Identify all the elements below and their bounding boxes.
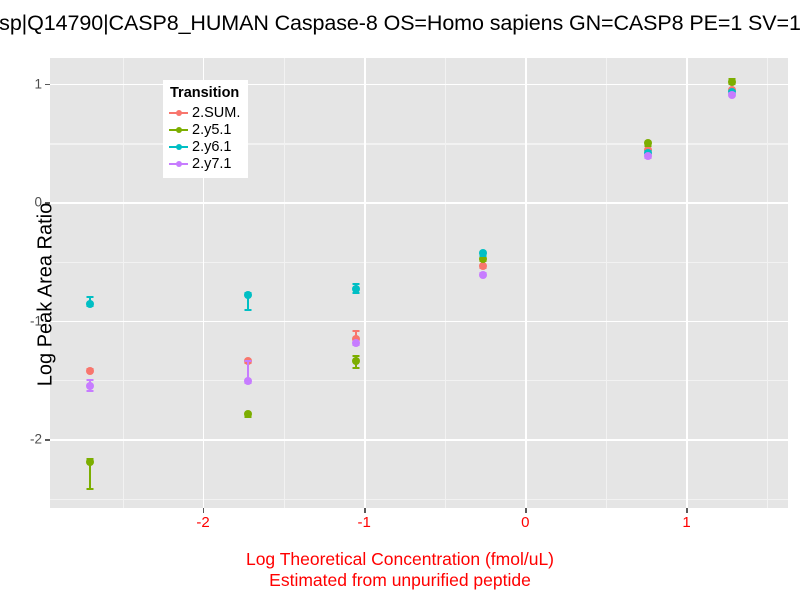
y-tick-label: -1 [29, 313, 42, 329]
gridline-major-horizontal [50, 202, 788, 204]
error-bar-cap-bottom [86, 389, 94, 392]
x-axis-title-line2: Estimated from unpurified peptide [269, 570, 531, 590]
x-tick-label: -1 [357, 514, 371, 531]
x-tick-mark [203, 508, 205, 513]
data-point [244, 377, 253, 386]
gridline-minor-horizontal [50, 380, 788, 382]
y-tick-label: 1 [34, 76, 42, 92]
legend-key-dot [176, 143, 182, 150]
data-point [86, 382, 95, 391]
gridline-major-vertical [525, 58, 527, 508]
error-bar [247, 292, 250, 312]
legend-key-dot [176, 109, 182, 116]
legend-item-label: 2.SUM. [192, 104, 241, 121]
gridline-minor-horizontal [50, 143, 788, 145]
legend-item-2-y5-1[interactable]: 2.y5.1 [169, 121, 240, 138]
gridline-major-vertical [364, 58, 366, 508]
data-point [86, 300, 95, 309]
gridline-major-vertical [203, 58, 205, 508]
error-bar [247, 359, 250, 384]
y-tick-mark [45, 202, 50, 204]
error-bar-cap-bottom [352, 367, 360, 370]
gridline-minor-vertical [283, 58, 286, 508]
data-point [352, 284, 361, 293]
error-bar-cap-top [352, 330, 360, 333]
gridline-minor-vertical [767, 58, 769, 508]
x-axis-title-line1: Log Theoretical Concentration (fmol/uL) [245, 549, 555, 569]
x-axis-title: Log Theoretical Concentration (fmol/uL) … [0, 549, 800, 591]
data-point [727, 90, 736, 99]
legend-items: 2.SUM. 2.y5.1 2.y6.1 2.y7.1 [169, 104, 240, 172]
x-tick-mark [364, 508, 366, 513]
gridline-minor-horizontal [50, 498, 788, 500]
data-point [86, 457, 95, 466]
gridline-minor-vertical [605, 58, 608, 508]
x-tick-label: -2 [196, 514, 210, 531]
error-bar-cap-top [352, 355, 360, 358]
legend-item-label: 2.y6.1 [192, 138, 232, 155]
error-bar-cap-top [244, 359, 252, 362]
legend-item-label: 2.y7.1 [192, 155, 232, 172]
plot-panel [50, 58, 788, 508]
data-point [352, 334, 361, 343]
error-bar-cap-bottom [244, 309, 252, 312]
error-bar-cap-bottom [86, 488, 94, 491]
gridline-minor-vertical [444, 58, 447, 508]
legend-item-2-y6-1[interactable]: 2.y6.1 [169, 138, 240, 155]
data-point [479, 270, 488, 279]
data-point [479, 262, 488, 271]
data-point [352, 357, 361, 366]
error-bar-cap-top [86, 378, 94, 381]
error-bar [89, 458, 92, 491]
data-point [643, 152, 652, 161]
gridline-minor-horizontal [50, 261, 788, 264]
legend-item-label: 2.y5.1 [192, 121, 232, 138]
legend-key-icon [169, 155, 188, 172]
data-point [727, 77, 736, 86]
legend-item-2-y7-1[interactable]: 2.y7.1 [169, 155, 240, 172]
legend-key-dot [176, 126, 182, 133]
legend-key-icon [169, 121, 188, 138]
legend-title: Transition [170, 85, 240, 101]
gridline-minor-vertical [122, 58, 124, 508]
data-point [244, 410, 253, 419]
data-point [86, 366, 95, 375]
legend-item-2-sum-[interactable]: 2.SUM. [169, 104, 240, 121]
x-tick-label: 0 [521, 514, 530, 531]
gridline-major-vertical [686, 58, 688, 508]
y-tick-label: -2 [29, 431, 42, 447]
gridline-major-horizontal [50, 320, 788, 323]
y-tick-mark [45, 84, 50, 86]
legend-key-icon [169, 138, 188, 155]
data-point [352, 339, 361, 348]
data-point [244, 290, 253, 299]
y-tick-label: 0 [34, 194, 42, 210]
y-tick-mark [45, 320, 50, 323]
y-tick-mark [45, 439, 50, 441]
page-title: sp|Q14790|CASP8_HUMAN Caspase-8 OS=Homo … [0, 0, 800, 46]
x-tick-label: 1 [682, 514, 691, 531]
legend-key-icon [169, 104, 188, 121]
plot-title-text: sp|Q14790|CASP8_HUMAN Caspase-8 OS=Homo … [0, 10, 800, 35]
gridline-major-horizontal [50, 84, 788, 86]
data-point [479, 249, 488, 258]
x-tick-mark [525, 508, 527, 513]
gridline-major-horizontal [50, 439, 788, 441]
x-tick-mark [686, 508, 688, 513]
data-point [643, 139, 652, 148]
data-point [479, 255, 488, 264]
error-bar-cap-top [352, 283, 360, 285]
legend: Transition 2.SUM. 2.y5.1 2.y6.1 2.y7.1 [163, 80, 249, 178]
error-bar-cap-top [86, 296, 94, 299]
y-axis-title: Log Peak Area Ratio [34, 202, 57, 387]
legend-key-dot [176, 160, 182, 167]
